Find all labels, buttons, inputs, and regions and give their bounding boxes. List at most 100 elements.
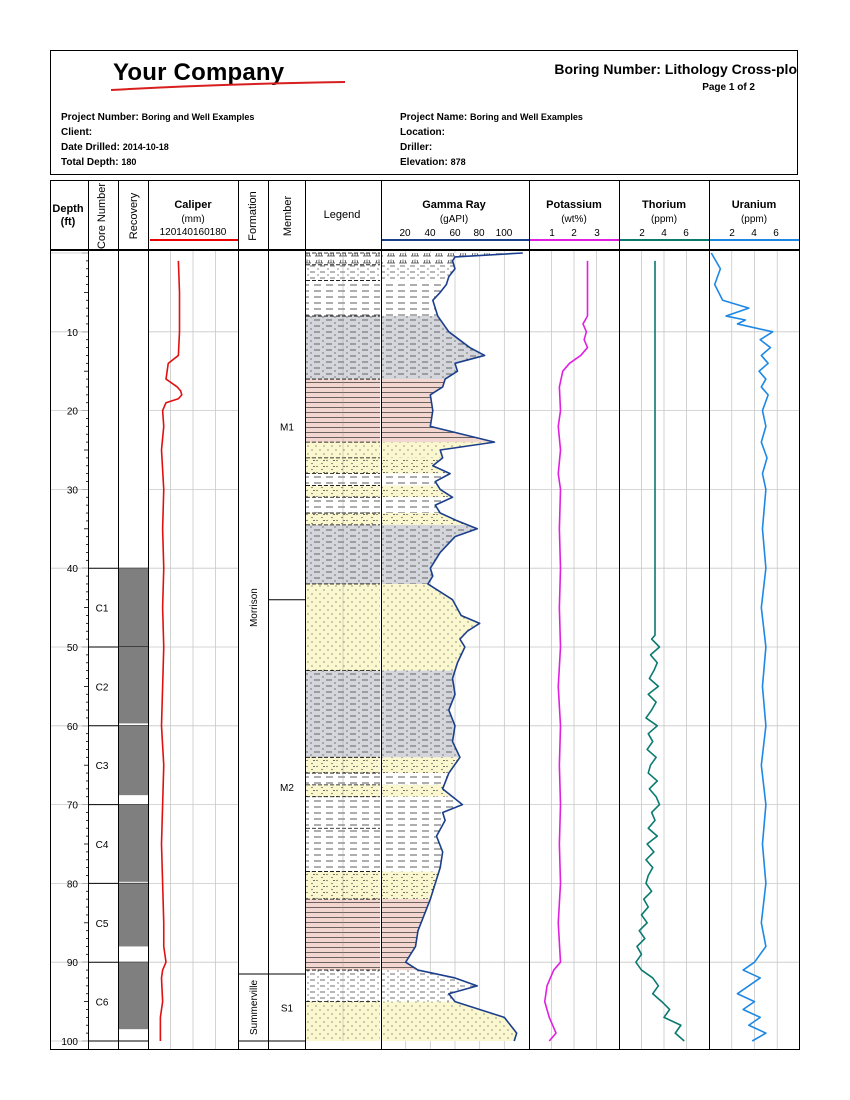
uranium-curve: [710, 252, 774, 1042]
gamma-fill-siltstone: [381, 757, 460, 774]
gamma-tick-80: 80: [473, 228, 485, 239]
depth-label: 20: [67, 407, 79, 418]
potassium-title: Potassium: [546, 199, 602, 211]
recovery-bar: [119, 725, 148, 796]
gamma-fill-shale: [381, 473, 451, 486]
depth-unit: (ft): [61, 216, 76, 228]
member-label: S1: [281, 1004, 294, 1015]
gamma-fill-shale: [381, 773, 449, 785]
caliper-curve: [159, 260, 183, 1041]
thorium-tick-2: 2: [639, 228, 645, 239]
gamma-fill-silty-shale: [381, 670, 460, 758]
recovery-bar: [119, 804, 148, 882]
project-name-value: Boring and Well Examples: [470, 112, 583, 122]
depth-title: Depth: [52, 203, 83, 215]
recovery-bar: [119, 568, 148, 647]
location-label: Location:: [400, 127, 445, 138]
total-depth-label: Total Depth:: [61, 157, 119, 168]
gamma-tick-60: 60: [449, 228, 461, 239]
gamma-fill-siltstone: [381, 485, 453, 498]
thorium-unit: (ppm): [651, 214, 677, 225]
thorium-tick-6: 6: [683, 228, 689, 239]
gamma-fill-silty-shale: [381, 524, 478, 584]
potassium-tick-1: 1: [549, 228, 555, 239]
core-label: C4: [96, 840, 109, 851]
depth-label: 70: [67, 801, 79, 812]
header-row-frame: [50, 180, 800, 250]
project-number-value: Boring and Well Examples: [141, 112, 255, 122]
gamma-tick-20: 20: [399, 228, 411, 239]
thorium-tick-4: 4: [661, 228, 667, 239]
gamma-fill-siltstone: [381, 784, 453, 797]
core-label: C1: [96, 604, 109, 615]
thorium-curve: [635, 260, 685, 1042]
depth-label: 10: [67, 328, 79, 339]
elevation-value: 878: [450, 157, 466, 167]
gamma-fill-silt: [381, 264, 455, 281]
total-depth-value: 180: [121, 157, 137, 167]
gamma-fill-sandstone: [381, 583, 480, 671]
caliper-title: Caliper: [174, 199, 212, 211]
core-label: C2: [96, 682, 109, 693]
well-log: Depth (ft) Core Number Recovery Caliper …: [50, 180, 800, 1050]
caliper-unit: (mm): [181, 214, 204, 225]
caliper-scale: 120140160180: [160, 227, 227, 238]
gamma-unit: (gAPI): [440, 214, 468, 225]
uranium-tick-6: 6: [773, 228, 779, 239]
project-name-label: Project Name:: [400, 112, 468, 123]
gamma-tick-100: 100: [496, 228, 513, 239]
uranium-unit: (ppm): [741, 214, 767, 225]
gamma-fill-shale: [381, 796, 463, 829]
recovery-bar: [119, 883, 148, 947]
formation-title: Formation: [247, 191, 259, 241]
core-label: C6: [96, 998, 109, 1009]
gamma-fill-siltstone: [381, 457, 451, 474]
member-label: M1: [280, 422, 294, 433]
legend-title: Legend: [324, 209, 361, 221]
company-logo: Your Company: [113, 59, 285, 86]
formation-label: Summerville: [249, 980, 260, 1035]
member-title: Member: [282, 195, 294, 236]
boring-title: Boring Number: Lithology Cross-plo: [554, 61, 797, 77]
uranium-tick-4: 4: [751, 228, 757, 239]
core-label: C3: [96, 761, 109, 772]
gamma-fill-siltstone: [381, 871, 439, 900]
potassium-tick-2: 2: [571, 228, 577, 239]
gamma-fill-red-shale: [381, 899, 431, 971]
core-number-title: Core Number: [96, 183, 108, 249]
gamma-fill-red-shale: [381, 379, 495, 443]
logo-swoosh-icon: [110, 81, 346, 91]
right-meta: Project Name: Boring and Well Examples L…: [400, 110, 583, 170]
gamma-tick-40: 40: [424, 228, 436, 239]
uranium-tick-2: 2: [729, 228, 735, 239]
elevation-label: Elevation:: [400, 157, 448, 168]
potassium-unit: (wt%): [561, 214, 587, 225]
recovery-bar: [119, 647, 148, 724]
client-label: Client:: [61, 127, 93, 138]
depth-label: 40: [67, 564, 79, 575]
date-drilled-label: Date Drilled:: [61, 142, 120, 153]
depth-label: 80: [67, 879, 79, 890]
member-label: M2: [280, 783, 294, 794]
column-headers: Depth (ft) Core Number Recovery Caliper …: [52, 183, 800, 249]
gamma-fill-sandstone: [381, 1001, 517, 1041]
gamma-fill-shale: [381, 828, 443, 872]
page-number: Page 1 of 2: [702, 82, 755, 93]
depth-label: 60: [67, 722, 79, 733]
gamma-fill-shale: [381, 497, 453, 514]
gamma-title: Gamma Ray: [422, 199, 486, 211]
depth-label: 90: [67, 958, 79, 969]
report-header: Your Company Boring Number: Lithology Cr…: [50, 50, 798, 175]
column-separators: [88, 180, 710, 1050]
body-frame: [50, 250, 800, 1050]
recovery-title: Recovery: [128, 192, 140, 239]
gamma-fill-peat: [381, 253, 523, 265]
gamma-fill-silt: [381, 970, 478, 1002]
left-meta: Project Number: Boring and Well Examples…: [61, 110, 254, 170]
project-number-label: Project Number:: [61, 112, 139, 123]
core-label: C5: [96, 919, 109, 930]
potassium-tick-3: 3: [594, 228, 600, 239]
thorium-title: Thorium: [642, 199, 686, 211]
depth-label: 50: [67, 643, 79, 654]
depth-label: 100: [61, 1037, 78, 1048]
